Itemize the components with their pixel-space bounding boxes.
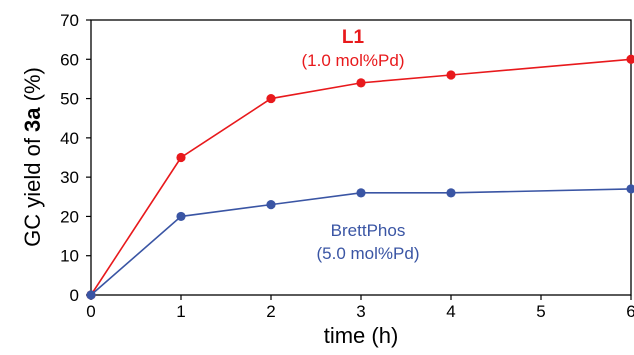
series-line	[90, 58, 632, 296]
x-tick-label: 0	[86, 302, 95, 321]
x-tick-label: 5	[536, 302, 545, 321]
data-point	[86, 290, 96, 300]
y-tick-label: 10	[60, 247, 79, 266]
y-tick-label: 0	[70, 286, 79, 305]
data-point	[266, 200, 276, 210]
series-0	[86, 54, 634, 300]
x-tick-label: 6	[626, 302, 634, 321]
y-tick-label: 70	[60, 11, 79, 30]
y-axis-title-suffix: (%)	[20, 67, 45, 107]
data-point	[446, 188, 456, 198]
data-point	[356, 78, 366, 88]
series-sublabel-brettphos: (5.0 mol%Pd)	[317, 244, 420, 263]
data-point	[176, 211, 186, 222]
x-tick-label: 1	[176, 302, 185, 321]
data-point	[626, 184, 634, 194]
data-point	[446, 70, 456, 80]
data-point	[176, 152, 186, 163]
y-axis-title-bold: 3a	[20, 107, 45, 132]
y-axis-title: GC yield of 3a (%)	[20, 67, 45, 247]
series-label-l1: L1	[342, 27, 365, 48]
y-tick-label: 30	[60, 168, 79, 187]
data-point	[626, 54, 634, 64]
series-line	[90, 188, 632, 296]
x-tick-label: 2	[266, 302, 275, 321]
x-axis-title: time (h)	[324, 323, 399, 348]
y-tick-label: 60	[60, 50, 79, 69]
data-point	[266, 93, 276, 104]
data-point	[356, 188, 366, 198]
series-layer	[86, 54, 634, 300]
y-tick-label: 20	[60, 207, 79, 226]
series-1	[86, 184, 634, 300]
series-sublabel-l1: (1.0 mol%Pd)	[302, 51, 405, 70]
x-tick-label: 4	[446, 302, 455, 321]
y-tick-label: 50	[60, 90, 79, 109]
series-label-brettphos: BrettPhos	[331, 221, 406, 240]
y-tick-label: 40	[60, 129, 79, 148]
y-axis-title-prefix: GC yield of	[20, 132, 45, 247]
x-tick-label: 3	[356, 302, 365, 321]
